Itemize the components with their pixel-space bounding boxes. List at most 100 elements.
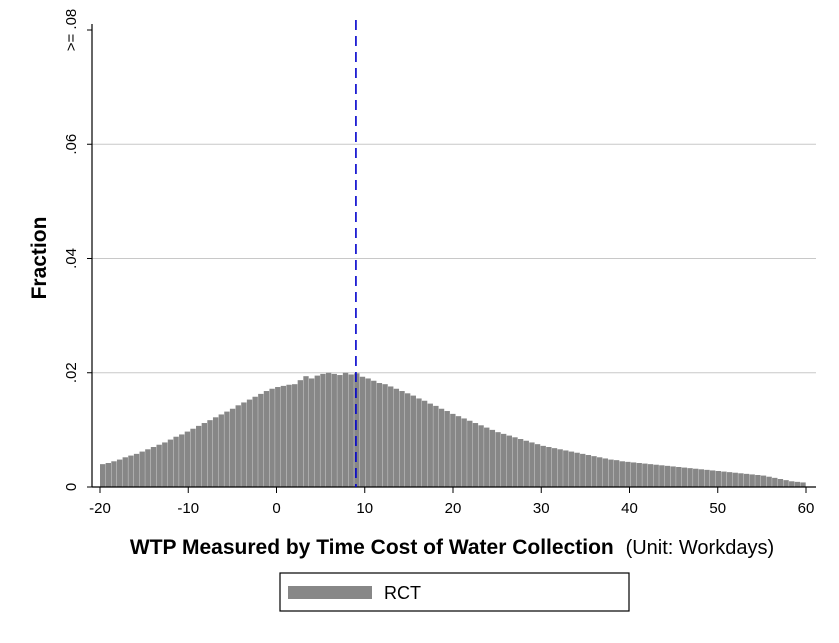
x-tick-label: 30 [533,500,550,517]
x-tick-label: -10 [177,500,199,517]
histogram-bar [602,458,609,487]
histogram-bar [749,474,755,487]
histogram-bar [292,384,298,487]
histogram-bar [128,455,134,487]
histogram-bar [133,453,140,487]
histogram-bar [557,449,563,487]
histogram-bar [139,451,145,487]
histogram-bar [111,461,117,487]
y-axis-label: Fraction [28,217,51,300]
histogram-bar [303,376,309,487]
histogram-bar [269,388,275,487]
histogram-bar [659,465,665,487]
legend-label: RCT [384,583,421,603]
histogram-bar [461,418,467,487]
histogram-bar [681,467,688,487]
histogram-bar [743,473,750,487]
histogram-bar [484,427,490,487]
histogram-bar [212,417,219,487]
histogram-bar [150,447,157,487]
x-tick-label: 50 [709,500,726,517]
x-tick-label: 60 [798,500,815,517]
y-tick-labels: 0 .02 .04 .06 >= .08 [63,9,80,491]
histogram-bar [789,481,795,487]
histogram-bar [630,462,637,487]
histogram-bar [444,411,450,487]
axes [87,24,816,493]
histogram-bar [241,402,247,487]
histogram-bar [388,386,394,487]
histogram-bar [698,469,705,487]
histogram-bar [563,450,569,487]
histogram-bar [783,480,789,487]
x-tick-label: 10 [356,500,373,517]
histogram-bar [495,432,501,487]
histogram-bar [263,391,270,487]
histogram-bar [438,408,445,487]
histogram-bar [235,405,241,487]
legend: RCT [279,572,630,612]
histogram-bar [551,448,558,487]
histogram-bar [246,399,253,487]
histogram-bar [721,471,727,487]
histogram-bar [591,456,597,487]
y-tick-label: .04 [63,248,80,269]
histogram-bar [337,375,343,487]
histogram-bar [280,385,287,487]
histogram-bar [258,393,264,487]
histogram-bars [100,372,806,487]
histogram-bar [190,428,196,487]
histogram-bar [704,469,710,487]
histogram-bar [676,467,682,487]
histogram-bar [179,434,185,487]
histogram-bar [105,463,111,487]
histogram-bar [619,461,625,487]
histogram-bar [308,378,315,487]
histogram-bar [512,437,518,487]
histogram-bar [286,384,292,487]
histogram-bar [523,440,529,487]
histogram-bar [664,465,671,487]
histogram-bar [597,457,603,487]
histogram-bar [275,387,281,487]
x-axis-label-unit: (Unit: Workdays) [626,537,775,559]
histogram-bar [427,403,433,487]
x-tick-label: -20 [89,500,111,517]
histogram-bar [455,416,462,487]
histogram-bar [489,429,496,487]
histogram-bar [184,431,191,487]
histogram-bar [399,391,405,487]
histogram-bar [546,447,552,487]
histogram-bar [529,442,535,487]
histogram-bar [218,414,224,487]
histogram-bar [726,472,733,487]
histogram-bar [517,439,524,487]
legend-swatch [288,586,372,599]
histogram-bar [738,473,744,487]
histogram-bar [100,464,106,487]
histogram-bar [371,380,377,487]
histogram-bar [766,476,772,487]
histogram-bar [613,460,620,487]
histogram-bar [450,413,456,487]
histogram-bar [467,420,473,487]
histogram-bar [252,396,258,487]
histogram-bar [568,451,575,487]
x-tick-labels: -20 -10 0 10 20 30 40 50 60 [89,500,814,517]
x-axis-label-main: WTP Measured by Time Cost of Water Colle… [130,536,614,559]
histogram-bar [433,405,439,487]
histogram-bar [540,445,546,487]
histogram-bar [642,463,648,487]
histogram-bar [580,453,586,487]
histogram-bar [732,472,738,487]
histogram-bar [670,466,676,487]
histogram-bar [116,459,123,487]
histogram-bar [585,455,592,487]
histogram-bar [376,383,383,487]
x-axis-label: WTP Measured by Time Cost of Water Colle… [130,536,774,559]
x-tick-label: 20 [445,500,462,517]
histogram-bar [653,464,659,487]
y-tick-label: .02 [63,362,80,383]
histogram-bar [359,376,366,487]
histogram-bar [687,468,693,487]
